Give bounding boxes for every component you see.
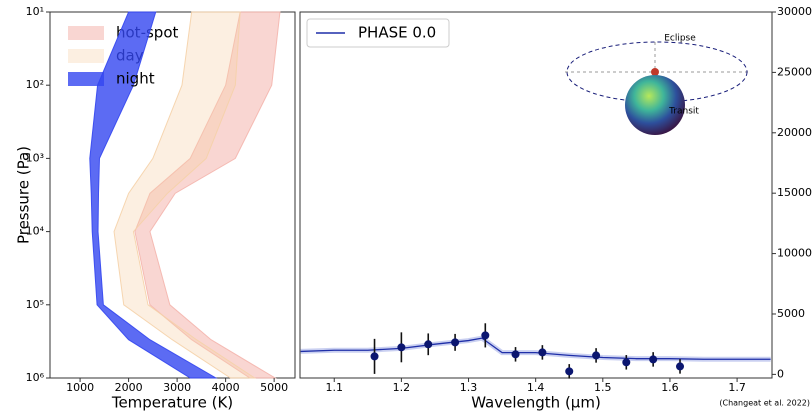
x-axis-title: Wavelength (μm) [471, 394, 601, 412]
data-point [370, 352, 379, 361]
legend-swatch [68, 26, 104, 40]
x-tick-label: 1.3 [460, 381, 478, 394]
band [134, 11, 281, 379]
data-point [676, 362, 685, 371]
y-tick-label: 10⁶ [26, 371, 45, 384]
x-tick-label: 5000 [260, 381, 288, 394]
left-frame [49, 11, 296, 379]
legend-box [306, 18, 450, 48]
data-point [511, 350, 520, 359]
annotation: (Changeat et al. 2022) [719, 399, 810, 408]
legend-label: night [116, 70, 155, 88]
legend-swatch [68, 49, 104, 63]
y-tick-label: 0 [777, 367, 784, 380]
y-tick-label: 20000 [777, 126, 812, 139]
data-point [592, 351, 601, 360]
legend-label: PHASE 0.0 [358, 24, 436, 42]
annotation: Eclipse [664, 34, 696, 44]
x-tick-label: 1.7 [728, 381, 746, 394]
y-tick-label: 10² [26, 78, 44, 91]
data-point [481, 331, 490, 340]
star [651, 68, 659, 76]
y-axis-title: Pressure (Pa) [15, 146, 33, 244]
data-point [451, 338, 460, 347]
annotation: Transit [668, 107, 699, 117]
planet [625, 75, 685, 135]
x-tick-label: 4000 [212, 381, 240, 394]
y-tick-label: 10000 [777, 247, 812, 260]
x-tick-label: 2000 [115, 381, 143, 394]
y-tick-label: 25000 [777, 65, 812, 78]
y-tick-label: 10³ [26, 151, 44, 164]
y-tick-label: 15000 [777, 186, 812, 199]
inset-diagram [565, 41, 748, 135]
x-tick-label: 1000 [66, 381, 94, 394]
x-tick-label: 1.5 [594, 381, 612, 394]
right-frame [299, 11, 773, 379]
data-point [565, 367, 574, 376]
data-point [622, 358, 631, 367]
x-tick-label: 1.1 [325, 381, 343, 394]
band [89, 11, 218, 379]
y-tick-label: 10⁵ [26, 298, 44, 311]
legend-swatch [68, 72, 104, 86]
data-point [538, 348, 547, 357]
band [113, 11, 257, 379]
y-tick-label: 10¹ [26, 5, 44, 18]
x-tick-label: 1.2 [393, 381, 411, 394]
x-tick-label: 1.6 [661, 381, 679, 394]
x-tick-label: 1.4 [527, 381, 545, 394]
y-tick-label: 10⁴ [26, 225, 45, 238]
x-tick-label: 3000 [163, 381, 191, 394]
data-point [649, 355, 658, 364]
y-tick-label: 5000 [777, 307, 805, 320]
data-point [424, 340, 433, 349]
x-axis-title: Temperature (K) [111, 394, 233, 412]
y-tick-label: 30000 [777, 5, 812, 18]
data-point [397, 343, 406, 352]
